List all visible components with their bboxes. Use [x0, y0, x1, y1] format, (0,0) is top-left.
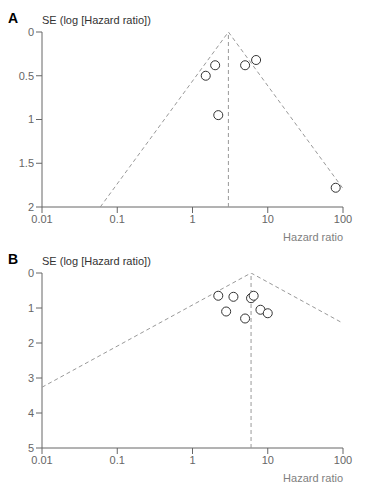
svg-text:3: 3	[28, 372, 34, 384]
svg-text:0.1: 0.1	[110, 213, 125, 225]
svg-text:0.01: 0.01	[31, 213, 52, 225]
svg-text:5: 5	[28, 442, 34, 454]
svg-text:0.01: 0.01	[31, 454, 52, 466]
svg-text:0: 0	[28, 267, 34, 279]
svg-text:10: 10	[262, 454, 274, 466]
svg-text:Hazard ratio: Hazard ratio	[283, 472, 343, 482]
svg-text:10: 10	[262, 213, 274, 225]
svg-text:1.5: 1.5	[19, 157, 34, 169]
svg-text:2: 2	[28, 337, 34, 349]
svg-text:100: 100	[334, 454, 352, 466]
html-text:A: A	[8, 10, 19, 26]
svg-text:4: 4	[28, 407, 34, 419]
svg-text:Hazard ratio: Hazard ratio	[283, 231, 343, 241]
svg-text:1: 1	[28, 302, 34, 314]
html-text:B: B	[8, 251, 19, 267]
svg-text:1: 1	[189, 213, 195, 225]
svg-text:100: 100	[334, 213, 352, 225]
svg-text:1: 1	[189, 454, 195, 466]
html-text:SE (log [Hazard ratio]): SE (log [Hazard ratio])	[42, 255, 151, 267]
html-text:SE (log [Hazard ratio]): SE (log [Hazard ratio])	[42, 14, 151, 26]
svg-text:0.5: 0.5	[19, 70, 34, 82]
svg-text:2: 2	[28, 201, 34, 213]
svg-text:0: 0	[28, 26, 34, 38]
svg-text:1: 1	[28, 113, 34, 125]
svg-text:0.1: 0.1	[110, 454, 125, 466]
